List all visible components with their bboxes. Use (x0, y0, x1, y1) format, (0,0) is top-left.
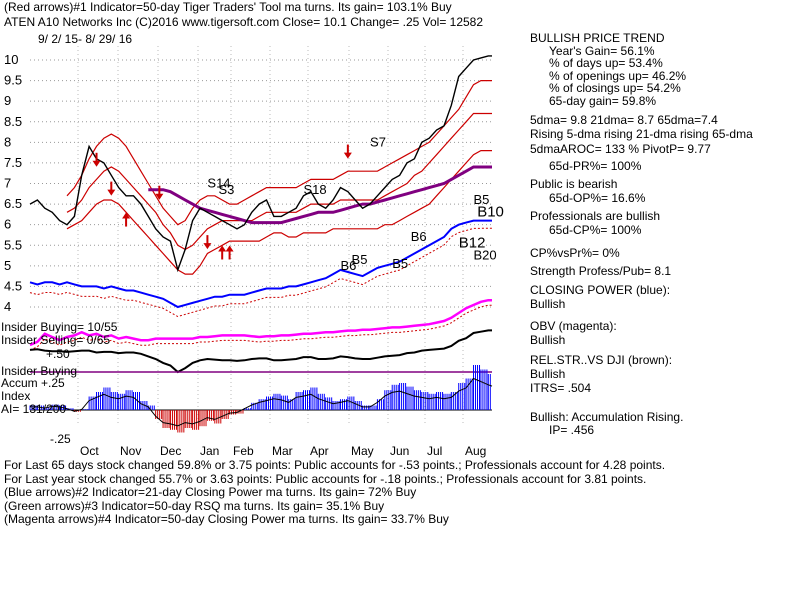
public-title: Public is bearish (530, 177, 618, 191)
signal-arrowhead-4 (203, 243, 212, 250)
cp-line: 65d-CP%= 100% (549, 223, 642, 237)
x-tick-label-6: Apr (310, 444, 329, 458)
footer-green-arrows: (Green arrows)#3 Indicator=50-day RSQ ma… (4, 499, 385, 513)
accum-tick-plus50: +.50 (46, 347, 70, 361)
y-tick-label-2: 5 (4, 258, 11, 273)
dma65-line (148, 165, 492, 225)
ai-label: AI= 131/200 (1, 402, 67, 416)
rising-line: Rising 5-dma rising 21-dma rising 65-dma (530, 127, 753, 141)
footer-magenta-arrows: (Magenta arrows)#4 Indicator=50-day Clos… (4, 512, 449, 526)
annotation-s14-0: S14 (207, 176, 230, 191)
stat-openings-up: % of openings up= 46.2% (549, 69, 687, 83)
obv-line (29, 298, 492, 347)
lower-band-line (66, 150, 492, 275)
insider-buying-label: Insider Buying= 10/55 (1, 320, 118, 334)
annotation-b20-6: B20 (474, 248, 497, 263)
strength-line: Strength Profess/Pub= 8.1 (530, 264, 672, 278)
accum-ma-line (30, 377, 493, 427)
annotation-s18-2: S18 (304, 182, 327, 197)
signal-arrowhead-1 (107, 189, 116, 196)
x-tick-label-7: May (351, 444, 374, 458)
x-tick-label-2: Dec (160, 444, 181, 458)
accum-label: Accum +.25 (1, 376, 65, 390)
y-tick-label-3: 5.5 (4, 237, 22, 252)
obv-value: Bullish (530, 333, 566, 347)
annotation-b6-9: B6 (411, 229, 427, 244)
footer-65day: For Last 65 days stock changed 59.8% or … (4, 458, 666, 472)
pro-title: Professionals are bullish (530, 209, 661, 223)
upper-band-line (66, 79, 492, 226)
closing-power-value: Bullish (530, 297, 566, 311)
insider-selling-label: Insider Selling= 0/65 (1, 333, 111, 347)
accum-tick-minus25: -.25 (50, 432, 71, 446)
dma21-line (66, 112, 492, 251)
accum-title: Bullish: Accumulation Rising. (530, 410, 684, 424)
signal-arrowhead-0 (92, 160, 101, 167)
y-tick-label-7: 7.5 (4, 155, 22, 170)
pr-line: 65d-PR%= 100% (549, 159, 642, 173)
y-tick-label-8: 8 (4, 134, 11, 149)
obv-title: OBV (magenta): (530, 319, 617, 333)
annotation-b5-10: B5 (352, 252, 368, 267)
stat-closings-up: % of closings up= 54.2% (549, 81, 681, 95)
cpvspr-line: CP%vsPr%= 0% (530, 246, 620, 260)
y-tick-label-10: 9 (4, 93, 11, 108)
annotation-b5-4: B5 (474, 192, 490, 207)
relative-strength-line (29, 329, 492, 374)
x-tick-label-4: Feb (233, 444, 254, 458)
x-tick-label-0: Oct (80, 444, 99, 458)
stat-years-gain: Year's Gain= 56.1% (549, 44, 655, 58)
relstr-value: Bullish (530, 367, 566, 381)
y-tick-label-5: 6.5 (4, 196, 22, 211)
closing-power-title: CLOSING POWER (blue): (530, 283, 671, 297)
signal-arrowhead-7 (343, 152, 352, 159)
annotation-b12-11: B12 (459, 234, 486, 251)
aroc-line: 5dmaAROC= 133 % PivotP= 9.77 (530, 142, 711, 156)
price-line (29, 55, 492, 273)
y-tick-label-9: 8.5 (4, 114, 22, 129)
annotation-s3-1: S3 (218, 182, 234, 197)
annotation-b10-5: B10 (477, 203, 504, 220)
y-tick-label-6: 7 (4, 176, 11, 191)
y-tick-label-12: 10 (4, 52, 18, 67)
footer-blue-arrows: (Blue arrows)#2 Indicator=21-day Closing… (4, 485, 417, 499)
x-tick-label-10: Aug (465, 444, 486, 458)
y-tick-label-0: 4 (4, 299, 11, 314)
stat-65day-gain: 65-day gain= 59.8% (549, 94, 657, 108)
ma-line: 5dma= 9.8 21dma= 8.7 65dma=7.4 (530, 113, 718, 127)
insider-buying-bottom: Insider Buying (1, 364, 78, 378)
itrs-line: ITRS= .504 (530, 381, 592, 395)
y-tick-label-11: 9.5 (4, 73, 22, 88)
index-label: Index (1, 389, 31, 403)
signal-arrowhead-2 (122, 212, 131, 219)
trend-title: BULLISH PRICE TREND (530, 31, 665, 45)
signal-arrowhead-3 (155, 193, 164, 200)
x-tick-label-5: Mar (272, 444, 293, 458)
y-tick-label-1: 4.5 (4, 278, 22, 293)
cp-ma-line (29, 227, 493, 318)
relstr-title: REL.STR..VS DJI (brown): (530, 353, 673, 367)
annotation-b5-8: B5 (392, 256, 408, 271)
x-tick-label-1: Nov (120, 444, 141, 458)
x-tick-label-3: Jan (200, 444, 219, 458)
annotation-s7-3: S7 (370, 134, 386, 149)
header-indicator-line: (Red arrows)#1 Indicator=50-day Tiger Tr… (4, 0, 452, 14)
closing-power-line (29, 219, 492, 309)
stat-days-up: % of days up= 53.4% (549, 56, 663, 70)
footer-year: For Last year stock changed 55.7% or 3.6… (4, 472, 647, 486)
signal-arrowhead-6 (225, 245, 234, 252)
x-tick-label-8: Jun (390, 444, 409, 458)
x-tick-label-9: Jul (427, 444, 442, 458)
header-ticker-line: ATEN A10 Networks Inc (C)2016 www.tigers… (4, 15, 484, 29)
y-tick-label-4: 6 (4, 217, 11, 232)
op-line: 65d-OP%= 16.6% (549, 191, 646, 205)
annotation-b6-7: B6 (340, 258, 356, 273)
ip-line: IP= .456 (549, 423, 595, 437)
date-range: 9/ 2/ 15- 8/ 29/ 16 (38, 32, 133, 46)
signal-arrowhead-5 (218, 245, 227, 252)
